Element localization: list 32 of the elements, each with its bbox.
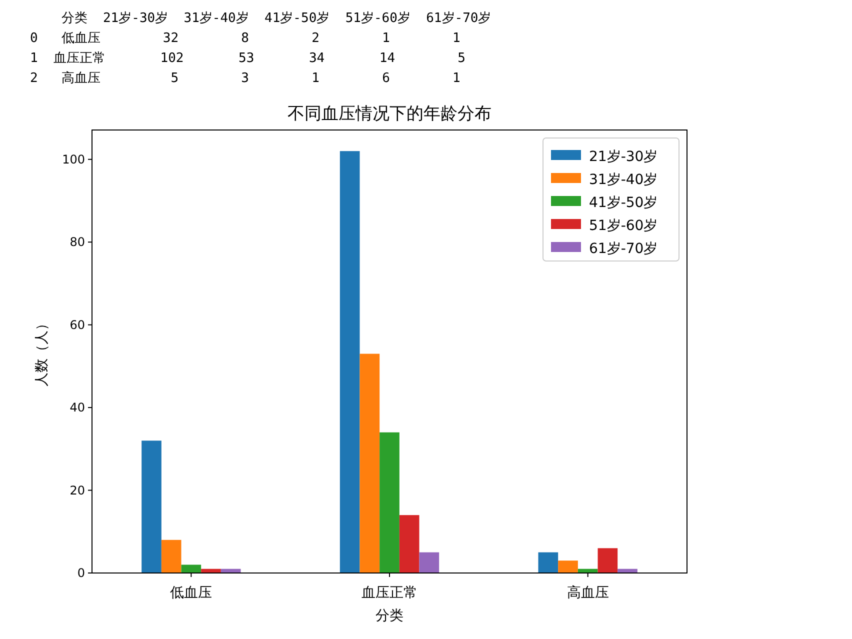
bar: [598, 548, 618, 573]
bar: [399, 515, 420, 573]
bar: [538, 552, 558, 573]
x-axis-title: 分类: [376, 608, 404, 624]
y-tick-label: 100: [62, 152, 85, 166]
y-tick-label: 20: [70, 483, 85, 498]
chart-title: 不同血压情况下的年龄分布: [288, 104, 492, 124]
legend-label: 61岁-70岁: [589, 241, 658, 257]
bar: [380, 432, 400, 573]
y-axis-title: 人数（人）: [34, 316, 50, 386]
x-tick-label: 血压正常: [362, 585, 418, 601]
bar: [161, 540, 182, 573]
y-tick-label: 60: [70, 318, 85, 332]
bar: [340, 151, 360, 573]
legend-label: 51岁-60岁: [589, 218, 658, 234]
y-tick-label: 40: [70, 400, 85, 415]
bar: [419, 552, 440, 573]
legend-label: 21岁-30岁: [589, 149, 658, 165]
text: 0 低血压 32 8 2 1 1: [30, 31, 460, 46]
x-tick-label: 低血压: [170, 585, 212, 601]
bar: [558, 560, 578, 573]
legend-label: 31岁-40岁: [589, 172, 658, 188]
text: 2 高血压 5 3 1 6 1: [30, 70, 460, 86]
text: 1 血压正常 102 53 34 14 5: [30, 51, 466, 66]
y-tick-label: 0: [77, 566, 85, 580]
x-tick-label: 高血压: [566, 585, 609, 601]
bar: [181, 564, 202, 573]
text: 分类 21岁-30岁 31岁-40岁 41岁-50岁 51岁-60岁 61岁-70岁: [30, 11, 492, 26]
bar: [142, 440, 162, 573]
legend-label: 41岁-50岁: [589, 195, 658, 211]
y-tick-label: 80: [70, 235, 85, 250]
bar: [360, 354, 380, 573]
